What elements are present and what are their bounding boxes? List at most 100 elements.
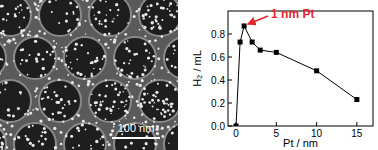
particle (47, 96, 50, 99)
particle (12, 38, 15, 41)
particle (27, 33, 30, 36)
particle (133, 15, 136, 18)
particle (110, 39, 112, 41)
particle (0, 124, 2, 127)
particle (138, 8, 141, 11)
particle (70, 62, 72, 64)
particle (128, 63, 130, 65)
particle (60, 98, 63, 101)
particle (76, 127, 79, 130)
particle (78, 144, 80, 146)
particle (43, 108, 46, 111)
particle (104, 95, 106, 97)
y-tick (228, 103, 232, 104)
particle (91, 73, 93, 75)
particle (161, 19, 163, 21)
particle (71, 68, 73, 70)
particle (82, 0, 84, 1)
particle (79, 73, 82, 76)
particle (94, 14, 95, 15)
particle (173, 126, 175, 128)
particle (39, 119, 42, 122)
annotation-arrow (248, 16, 268, 24)
particle (155, 96, 157, 98)
particle (51, 99, 53, 101)
data-point (242, 23, 247, 28)
particle (168, 142, 170, 144)
figure: 100 nm0510150.00.20.40.60.8Pt / nmH₂ / m… (0, 0, 378, 150)
pore (39, 80, 81, 122)
pore (89, 80, 131, 122)
particle (1, 36, 3, 38)
particle (176, 80, 178, 82)
pore (89, 0, 131, 36)
particle (111, 129, 114, 132)
particle (44, 131, 47, 134)
particle (87, 84, 90, 87)
particle (82, 120, 85, 123)
particle (7, 108, 10, 111)
particle (103, 33, 106, 36)
particle (58, 78, 61, 81)
particle (174, 30, 175, 31)
particle (143, 93, 146, 96)
particle (29, 11, 31, 13)
pore (64, 37, 106, 79)
particle (88, 6, 90, 8)
particle (100, 101, 102, 103)
particle (43, 127, 46, 130)
particle (40, 135, 42, 137)
particle (55, 94, 58, 97)
particle (17, 136, 20, 139)
particle (91, 74, 94, 77)
particle (32, 144, 35, 147)
particle (60, 143, 63, 146)
particle (148, 40, 151, 43)
particle (154, 39, 157, 42)
particle (128, 49, 131, 52)
particle (113, 126, 115, 128)
particle (46, 51, 49, 54)
particle (142, 25, 144, 27)
particle (91, 93, 93, 95)
particle (111, 121, 113, 123)
particle (99, 68, 101, 70)
particle (48, 77, 51, 80)
particle (14, 14, 15, 15)
particle (97, 11, 100, 14)
particle (156, 3, 159, 6)
particle (9, 133, 12, 136)
particle (143, 65, 144, 66)
particle (1, 58, 3, 60)
particle (13, 60, 15, 62)
particle (71, 81, 74, 84)
particle (28, 125, 31, 128)
particle (139, 84, 142, 87)
particle (111, 20, 113, 22)
particle (157, 83, 159, 85)
particle (109, 9, 111, 11)
particle (78, 22, 81, 25)
particle (155, 16, 157, 18)
particle (57, 57, 60, 60)
particle (12, 114, 15, 117)
particle (120, 101, 123, 104)
particle (111, 84, 113, 86)
particle (98, 23, 100, 25)
particle (142, 147, 145, 150)
pore (164, 123, 178, 150)
particle (163, 0, 165, 1)
particle (157, 48, 159, 50)
y-tick (228, 126, 232, 127)
data-point (274, 50, 279, 55)
particle (87, 80, 90, 83)
particle (65, 46, 67, 48)
pore (114, 37, 156, 79)
particle (101, 135, 104, 138)
particle (4, 34, 6, 36)
particle (44, 91, 47, 94)
particle (174, 88, 177, 91)
particle (3, 128, 6, 131)
particle (24, 113, 26, 115)
particle (101, 23, 103, 25)
